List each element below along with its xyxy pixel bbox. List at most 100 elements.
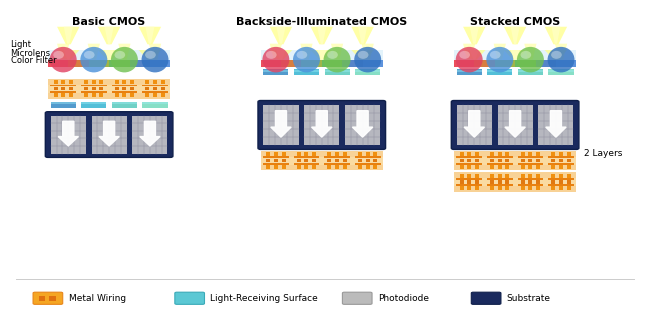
Polygon shape [504,50,526,60]
Bar [536,159,540,162]
Polygon shape [358,27,367,44]
Bar [48,50,170,60]
Text: Basic CMOS: Basic CMOS [73,17,146,27]
Bar [355,70,380,72]
Bar [474,60,495,67]
Bar [39,296,46,301]
Bar [99,80,103,85]
Bar [475,164,479,168]
Bar [261,60,281,67]
Text: Light: Light [10,40,31,49]
Bar [355,156,380,158]
Bar [49,296,56,301]
Bar [521,174,525,178]
FancyArrow shape [99,121,120,146]
Bar [456,163,482,164]
Bar [559,152,563,156]
Ellipse shape [354,47,381,72]
Bar [150,60,170,67]
Bar [81,84,107,86]
Text: Backside-Illuminated CMOS: Backside-Illuminated CMOS [236,17,408,27]
Bar [53,80,58,85]
Bar [490,180,494,184]
Bar [475,152,479,156]
Bar [281,159,285,162]
Bar [130,87,134,90]
Polygon shape [146,50,155,60]
Bar [521,186,525,190]
Bar [548,156,574,158]
Bar [142,102,168,104]
Bar [92,93,96,97]
Bar [528,180,532,184]
Bar [312,159,316,162]
Ellipse shape [263,47,289,72]
Bar [495,60,515,67]
Polygon shape [98,27,120,44]
Polygon shape [57,50,79,60]
Ellipse shape [456,47,483,72]
Bar [567,186,571,190]
Polygon shape [331,44,343,60]
Polygon shape [463,27,486,44]
Bar [487,178,513,180]
Bar [304,159,309,162]
Polygon shape [317,50,326,60]
Bar [490,159,494,162]
Bar [281,60,302,67]
Text: Substrate: Substrate [507,294,551,303]
Text: Photodiode: Photodiode [378,294,429,303]
Bar [567,159,571,162]
Bar [373,152,378,156]
Polygon shape [551,50,560,60]
Bar [48,60,68,67]
Bar [506,152,510,156]
Bar [358,152,362,156]
Ellipse shape [358,51,369,59]
Bar [506,186,510,190]
Bar [454,178,577,186]
Bar [153,87,157,90]
Bar [48,79,170,98]
Bar [112,91,137,93]
Bar [92,87,96,90]
Ellipse shape [50,47,77,72]
Bar [457,105,492,145]
Bar [68,60,88,67]
Bar [161,80,164,85]
Bar [536,174,540,178]
Bar [294,163,319,164]
Polygon shape [511,27,519,44]
Bar [122,93,126,97]
Bar [263,156,289,158]
Bar [142,91,168,93]
Bar [567,164,571,168]
Bar [454,172,577,192]
Bar [521,152,525,156]
Bar [281,164,285,168]
Bar [109,60,129,67]
Bar [161,93,164,97]
Bar [551,164,555,168]
Polygon shape [317,27,326,44]
Bar [487,184,513,186]
Bar [81,102,107,104]
Bar [312,164,316,168]
Ellipse shape [486,47,514,72]
Bar [266,164,270,168]
Bar [460,164,463,168]
Bar [460,180,463,184]
Ellipse shape [324,47,350,72]
Bar [355,69,380,75]
Bar [490,174,494,178]
Bar [335,152,339,156]
Bar [266,152,270,156]
Bar [506,174,510,178]
FancyBboxPatch shape [471,292,501,304]
Polygon shape [138,50,161,60]
Text: Microlens: Microlens [10,49,51,58]
Bar [274,159,278,162]
Bar [146,87,150,90]
Bar [328,159,332,162]
Bar [517,178,543,180]
